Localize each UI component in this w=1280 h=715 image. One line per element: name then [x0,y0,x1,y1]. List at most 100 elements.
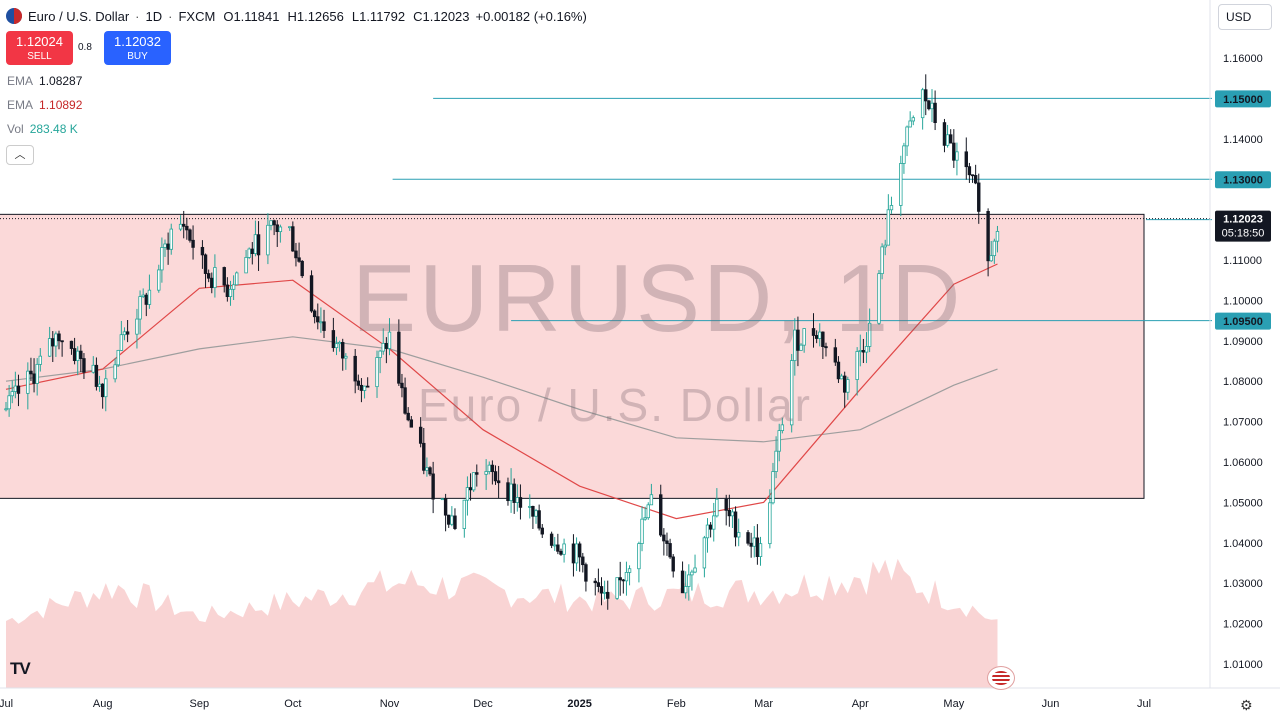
indicator-ema-slow[interactable]: EMA 1.10892 [7,98,83,112]
candle [13,371,18,399]
horizontal-levels[interactable] [392,97,1212,322]
candle [768,489,772,549]
x-tick-label: Aug [93,698,113,710]
candle [599,577,604,606]
candle [288,226,292,231]
tradingview-logo-icon[interactable]: TV [10,659,31,678]
candle [51,331,55,363]
candlesticks [4,74,1000,610]
close-value: 1.12023 [422,8,470,24]
candle [450,506,454,527]
candle [203,253,208,288]
candle [431,461,435,514]
y-tick-label: 1.07000 [1223,417,1263,429]
candle [425,457,429,477]
candle [344,353,348,370]
candle [967,162,972,183]
candle [528,494,532,519]
candle [846,376,850,400]
candle [581,552,585,573]
candle [780,417,785,434]
candle [534,508,538,524]
candle [995,225,1000,253]
candle [471,472,476,492]
candle [57,330,61,350]
candle [553,537,557,551]
candle [79,344,83,373]
candle [562,538,566,563]
sell-button[interactable]: 1.12024 SELL [6,31,73,65]
candle [72,337,77,365]
x-tick-label: Nov [380,698,400,710]
candle [942,118,947,153]
candle [861,338,866,363]
candle [272,219,276,236]
candle [883,239,887,256]
candle [640,506,644,552]
candle [559,548,563,556]
candle [496,465,501,499]
candle [836,356,841,383]
candle [400,373,404,398]
timeframe[interactable]: 1D [145,8,163,24]
candle [705,518,710,553]
candle [94,357,99,391]
candle [977,173,981,224]
candle [774,436,778,479]
candle [69,340,74,355]
candle [144,292,149,317]
candle [637,541,641,583]
candle [409,415,414,428]
candle [615,577,619,600]
x-axis[interactable]: Jul Aug Sep Oct Nov Dec 2025 Feb Mar Apr May Jun Jul [0,698,1151,710]
candle [833,338,838,366]
candle [687,564,691,601]
volume-area [6,558,998,688]
currency-selector[interactable]: USD [1218,4,1272,30]
candle [755,524,760,565]
candle [91,356,95,374]
open-label: O [223,8,234,24]
candle [821,331,825,359]
candle [359,378,364,403]
y-axis[interactable]: 1.16000 1.14000 1.11000 1.10000 1.09000 1.080… [1223,53,1263,671]
level-price-text: 1.09500 [1223,316,1263,328]
y-tick-label: 1.04000 [1223,538,1263,550]
candle [422,428,426,475]
settings-icon[interactable]: ⚙ [1240,697,1253,713]
x-tick-label: Feb [667,698,686,710]
buy-button[interactable]: 1.12032 BUY [104,31,171,65]
range-box[interactable] [0,213,1145,499]
candle [824,342,828,357]
candle [312,309,317,324]
candle [440,498,445,501]
symbol-title[interactable]: Euro / U.S. Dollar [28,8,130,24]
spread-value: 0.8 [78,42,92,53]
candle [387,318,392,356]
candle [992,238,997,264]
candle [662,528,666,556]
candle [418,417,423,448]
candle [771,462,775,505]
candle [188,228,192,243]
level-price-tag [1215,171,1271,189]
candle [970,174,975,183]
us-flag-icon[interactable] [987,666,1015,690]
candle [624,561,629,596]
collapse-chevron-icon[interactable]: ︿ [6,145,34,165]
candle [225,277,230,302]
indicator-ema-fast[interactable]: EMA 1.08287 [7,74,83,88]
change-value: +0.00182 (+0.16%) [475,8,587,24]
candle [484,459,488,490]
candle [712,502,716,542]
indicator-volume[interactable]: Vol 283.48 K [7,122,78,136]
candle [867,308,872,353]
level-price-tag [1215,90,1271,108]
candle [924,74,928,116]
candle [147,274,152,309]
candle [621,578,626,594]
candle [556,533,560,555]
last-price-tag [1215,210,1271,242]
candle [746,530,750,546]
